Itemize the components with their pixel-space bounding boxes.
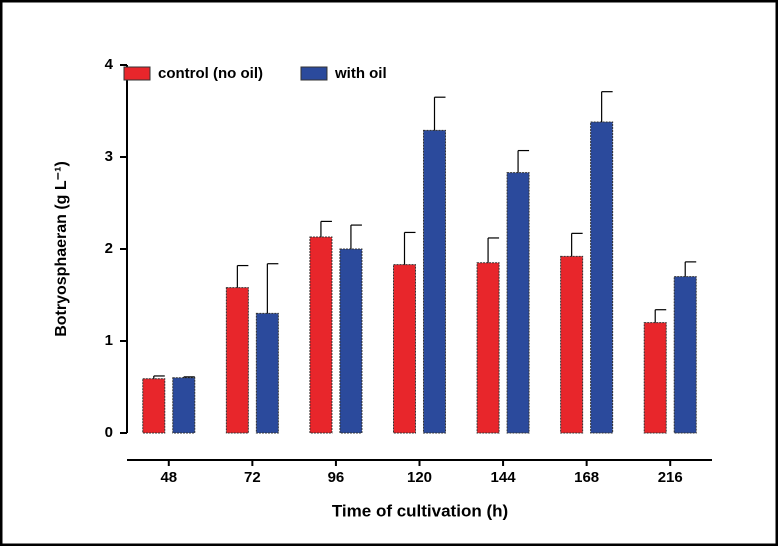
- bar: [560, 255, 584, 434]
- y-axis-label: Botryosphaeran (g L⁻¹): [53, 161, 70, 337]
- legend-swatch: [300, 66, 328, 81]
- bar: [423, 129, 446, 434]
- bar: [172, 377, 196, 434]
- legend-label: with oil: [334, 65, 387, 82]
- bar: [393, 264, 416, 434]
- legend-swatch: [123, 66, 151, 81]
- bar: [673, 276, 697, 434]
- y-tick-label: 2: [105, 240, 113, 257]
- bar: [255, 312, 279, 434]
- bar: [339, 248, 363, 434]
- bar: [506, 172, 530, 434]
- y-tick-label: 1: [105, 332, 113, 349]
- x-tick-label: 168: [574, 469, 599, 486]
- bar: [309, 236, 333, 434]
- bar: [225, 287, 249, 434]
- bar: [142, 378, 166, 434]
- x-tick-label: 72: [244, 469, 261, 486]
- bar: [476, 262, 500, 434]
- x-tick-label: 48: [160, 469, 177, 486]
- x-tick-label: 216: [658, 469, 683, 486]
- legend-label: control (no oil): [158, 65, 263, 82]
- x-tick-label: 96: [328, 469, 345, 486]
- x-axis-label: Time of cultivation (h): [332, 501, 508, 520]
- x-tick-label: 144: [491, 469, 517, 486]
- bar: [590, 121, 614, 434]
- y-tick-label: 0: [105, 424, 113, 441]
- bar: [643, 322, 667, 434]
- x-tick-label: 120: [407, 469, 432, 486]
- y-tick-label: 4: [105, 56, 114, 73]
- y-tick-label: 3: [105, 148, 113, 165]
